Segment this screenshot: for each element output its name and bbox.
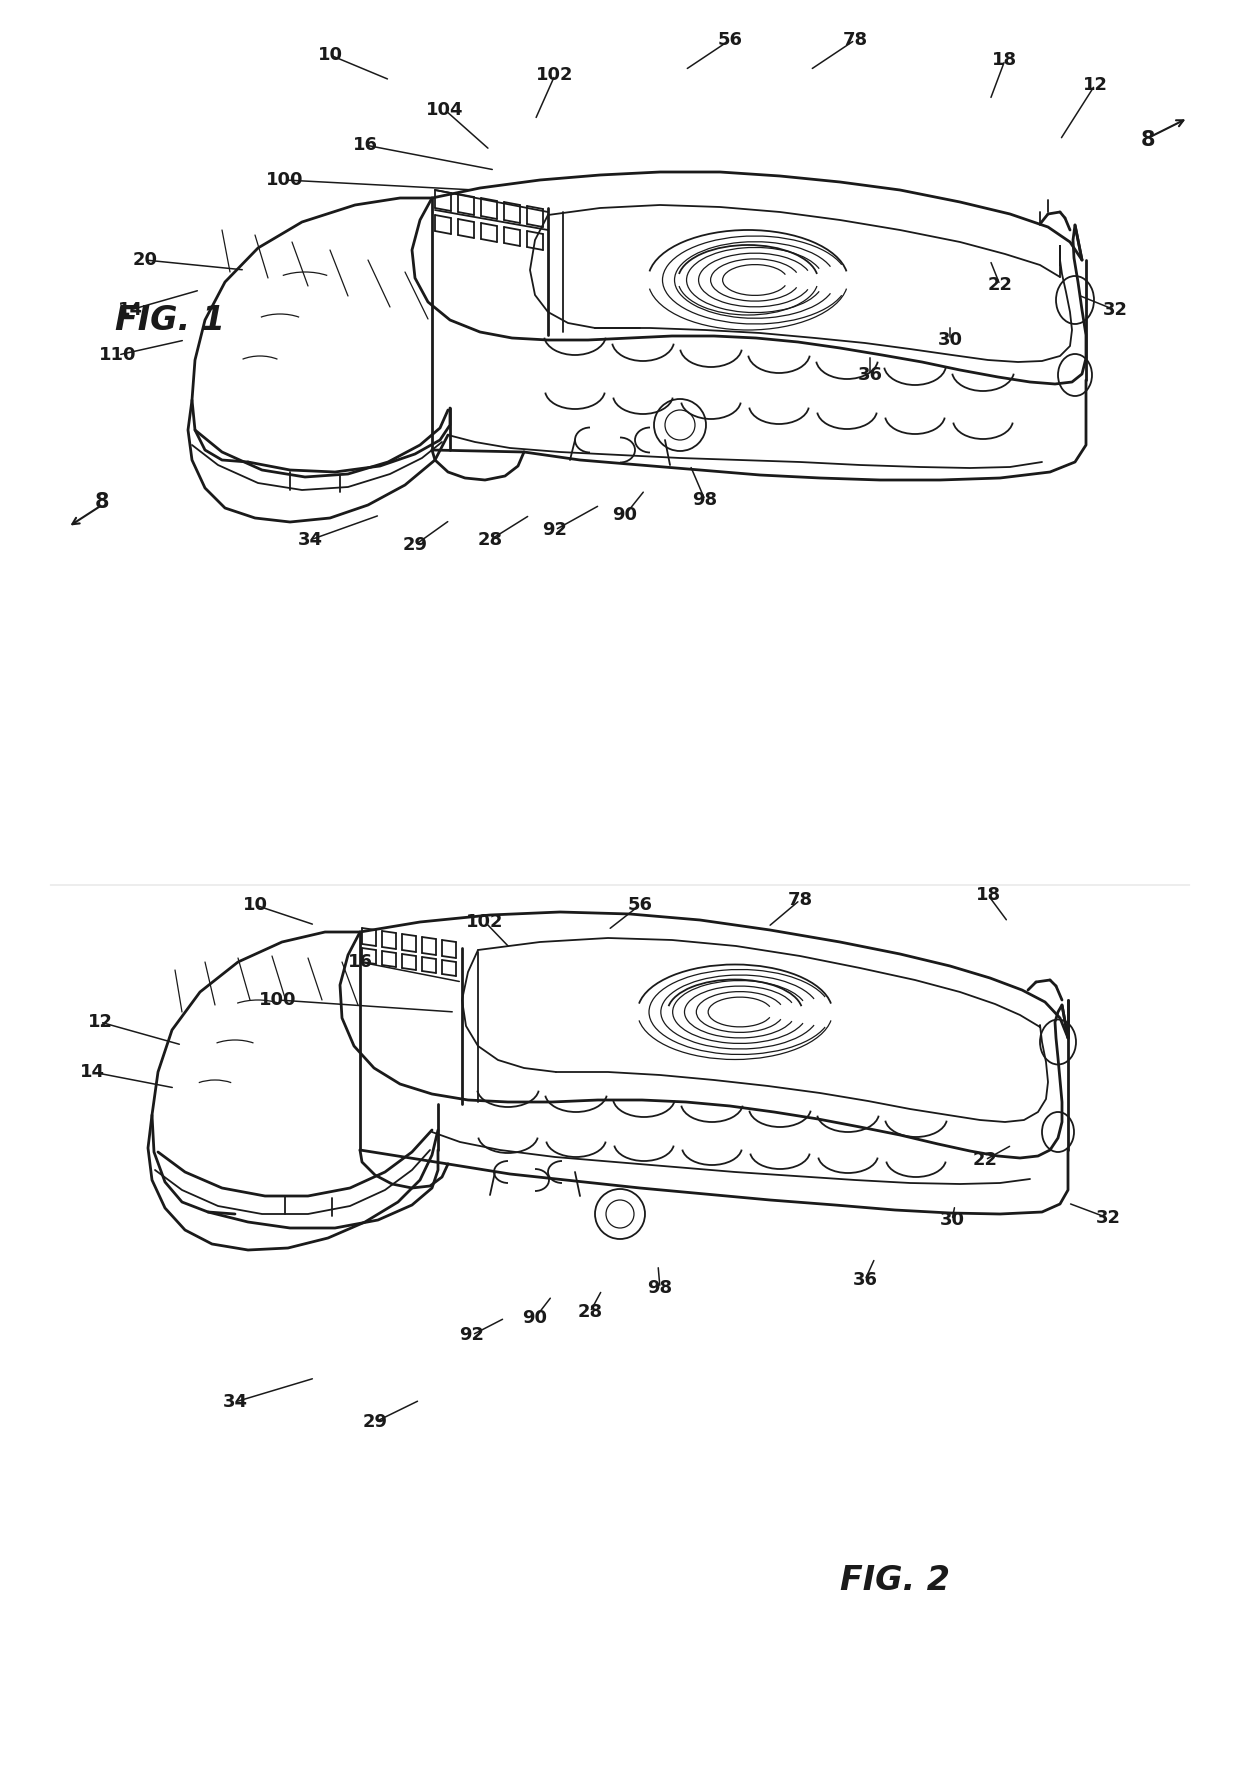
Text: 36: 36 [858,366,883,384]
Text: 32: 32 [1095,1209,1121,1227]
Text: 100: 100 [259,991,296,1009]
Text: 10: 10 [243,896,268,913]
Text: 8: 8 [94,492,109,512]
Text: 56: 56 [627,896,652,913]
Text: 30: 30 [937,331,962,349]
Text: 28: 28 [578,1303,603,1320]
Text: 104: 104 [427,101,464,119]
Text: 29: 29 [362,1412,387,1430]
Text: 28: 28 [477,531,502,549]
Text: 10: 10 [317,46,342,64]
Text: 34: 34 [298,531,322,549]
Text: 14: 14 [79,1064,104,1081]
Text: 30: 30 [940,1211,965,1228]
Text: 22: 22 [972,1150,997,1168]
Text: 20: 20 [133,251,157,269]
Text: 16: 16 [347,952,372,972]
Text: 92: 92 [460,1326,485,1343]
Text: 12: 12 [88,1012,113,1030]
Text: 12: 12 [1083,76,1107,94]
Text: 18: 18 [976,887,1001,904]
Text: 29: 29 [403,536,428,554]
Text: 98: 98 [692,490,718,510]
Text: FIG. 2: FIG. 2 [839,1563,950,1597]
Text: 90: 90 [613,506,637,524]
Text: 78: 78 [842,32,868,50]
Text: 92: 92 [543,520,568,540]
Text: 32: 32 [1102,301,1127,319]
Text: 16: 16 [352,136,377,154]
Text: 100: 100 [267,172,304,189]
Text: 36: 36 [853,1271,878,1289]
Text: FIG. 1: FIG. 1 [115,303,224,336]
Text: 56: 56 [718,32,743,50]
Text: 34: 34 [222,1393,248,1411]
Text: 90: 90 [522,1310,548,1328]
Text: 102: 102 [536,65,574,83]
Text: 8: 8 [1141,129,1156,150]
Text: 102: 102 [466,913,503,931]
Text: 110: 110 [99,345,136,365]
Text: 22: 22 [987,276,1013,294]
Text: 78: 78 [787,890,812,910]
Text: 18: 18 [992,51,1018,69]
Text: 98: 98 [647,1280,672,1297]
Text: 14: 14 [118,301,143,319]
